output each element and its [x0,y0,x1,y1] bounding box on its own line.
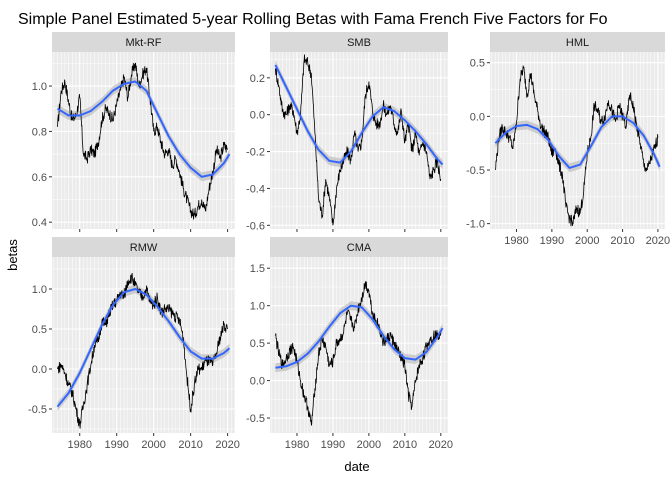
y-tick-label: 0.6 [32,172,47,184]
y-tick-label: 0.0 [32,364,47,376]
panel-cma: CMA -0.5 0.0 0.5 1.0 1.5 1980 1990 2000 2010 2020 [246,237,453,451]
y-tick-label: 1.0 [250,301,265,313]
x-tick-label: 1990 [321,439,345,451]
x-tick-label: 2020 [429,439,453,451]
y-tick-label: 0.0 [470,111,485,123]
facet-panels: Mkt-RF 0.4 0.6 0.8 1.0 SMB -0.6 -0.4 -0.2 0.0 0.2 H… [28,32,670,451]
smooth-trend-line [275,304,444,369]
y-tick-label: 1.0 [32,284,47,296]
grid-lines [52,52,236,229]
beta-series-line [275,54,442,226]
panel-mkt-rf: Mkt-RF 0.4 0.6 0.8 1.0 [32,32,236,232]
y-tick-label: 0.4 [32,217,47,229]
facet-strip-label: CMA [347,242,372,254]
panel-hml: HML -1.0 -0.5 0.0 0.5 1980 1990 2000 2010 2020 [466,32,670,247]
panel-background [52,257,235,433]
x-tick-label: 2020 [215,439,239,451]
beta-series-line [494,65,659,227]
x-tick-label: 2000 [357,439,381,451]
y-tick-label: 1.5 [250,263,265,275]
beta-series-line [57,273,228,429]
x-tick-label: 2010 [393,439,417,451]
panel-background [490,52,665,229]
facet-strip-label: SMB [347,37,371,49]
x-tick-label: 1990 [540,235,564,247]
y-tick-label: 0.5 [470,58,485,70]
grid-lines [52,257,236,433]
panel-background [270,257,448,433]
facet-strip-label: RMW [130,242,158,254]
facet-strip [52,237,235,257]
facet-strip [52,32,235,52]
smooth-confidence-band [495,111,660,173]
x-axis-title: date [344,459,369,474]
grid-lines [270,257,449,433]
y-tick-label: -0.5 [28,404,47,416]
x-tick-label: 2000 [141,439,165,451]
y-tick-label: 0.5 [32,324,47,336]
facet-strip [270,32,448,52]
facet-strip-label: Mkt-RF [125,37,161,49]
y-tick-label: 0.0 [250,110,265,122]
beta-series-line [57,62,228,220]
x-tick-label: 2010 [610,235,634,247]
y-tick-label: 0.2 [250,73,265,85]
y-tick-label: -1.0 [466,219,485,231]
smooth-trend-line [274,64,444,166]
x-tick-label: 1990 [104,439,128,451]
y-tick-label: 0.0 [250,376,265,388]
y-tick-label: -0.4 [246,183,265,195]
y-tick-label: -0.6 [246,220,265,232]
panel-rmw: RMW -0.5 0.0 0.5 1.0 1980 1990 2000 2010 2020 [28,237,240,451]
x-tick-label: 1980 [285,439,309,451]
y-tick-label: -0.5 [246,413,265,425]
y-tick-label: -0.2 [246,147,265,159]
y-tick-label: 0.5 [250,338,265,350]
panel-smb: SMB -0.6 -0.4 -0.2 0.0 0.2 [246,32,449,232]
smooth-trend-line [56,80,231,178]
y-tick-label: -0.5 [466,165,485,177]
x-tick-label: 2020 [646,235,670,247]
x-tick-label: 2000 [575,235,599,247]
smooth-trend-line [56,288,231,408]
y-axis-title: betas [5,239,20,271]
x-tick-label: 1980 [504,235,528,247]
smooth-trend-line [494,115,661,169]
beta-series-line [275,281,442,426]
facet-strip-label: HML [566,37,589,49]
y-tick-label: 0.8 [32,126,47,138]
x-tick-label: 2010 [178,439,202,451]
chart-title: Simple Panel Estimated 5-year Rolling Be… [18,11,608,28]
x-tick-label: 1980 [67,439,91,451]
y-tick-label: 1.0 [32,81,47,93]
facet-strip [270,237,448,257]
facet-strip [490,32,665,52]
